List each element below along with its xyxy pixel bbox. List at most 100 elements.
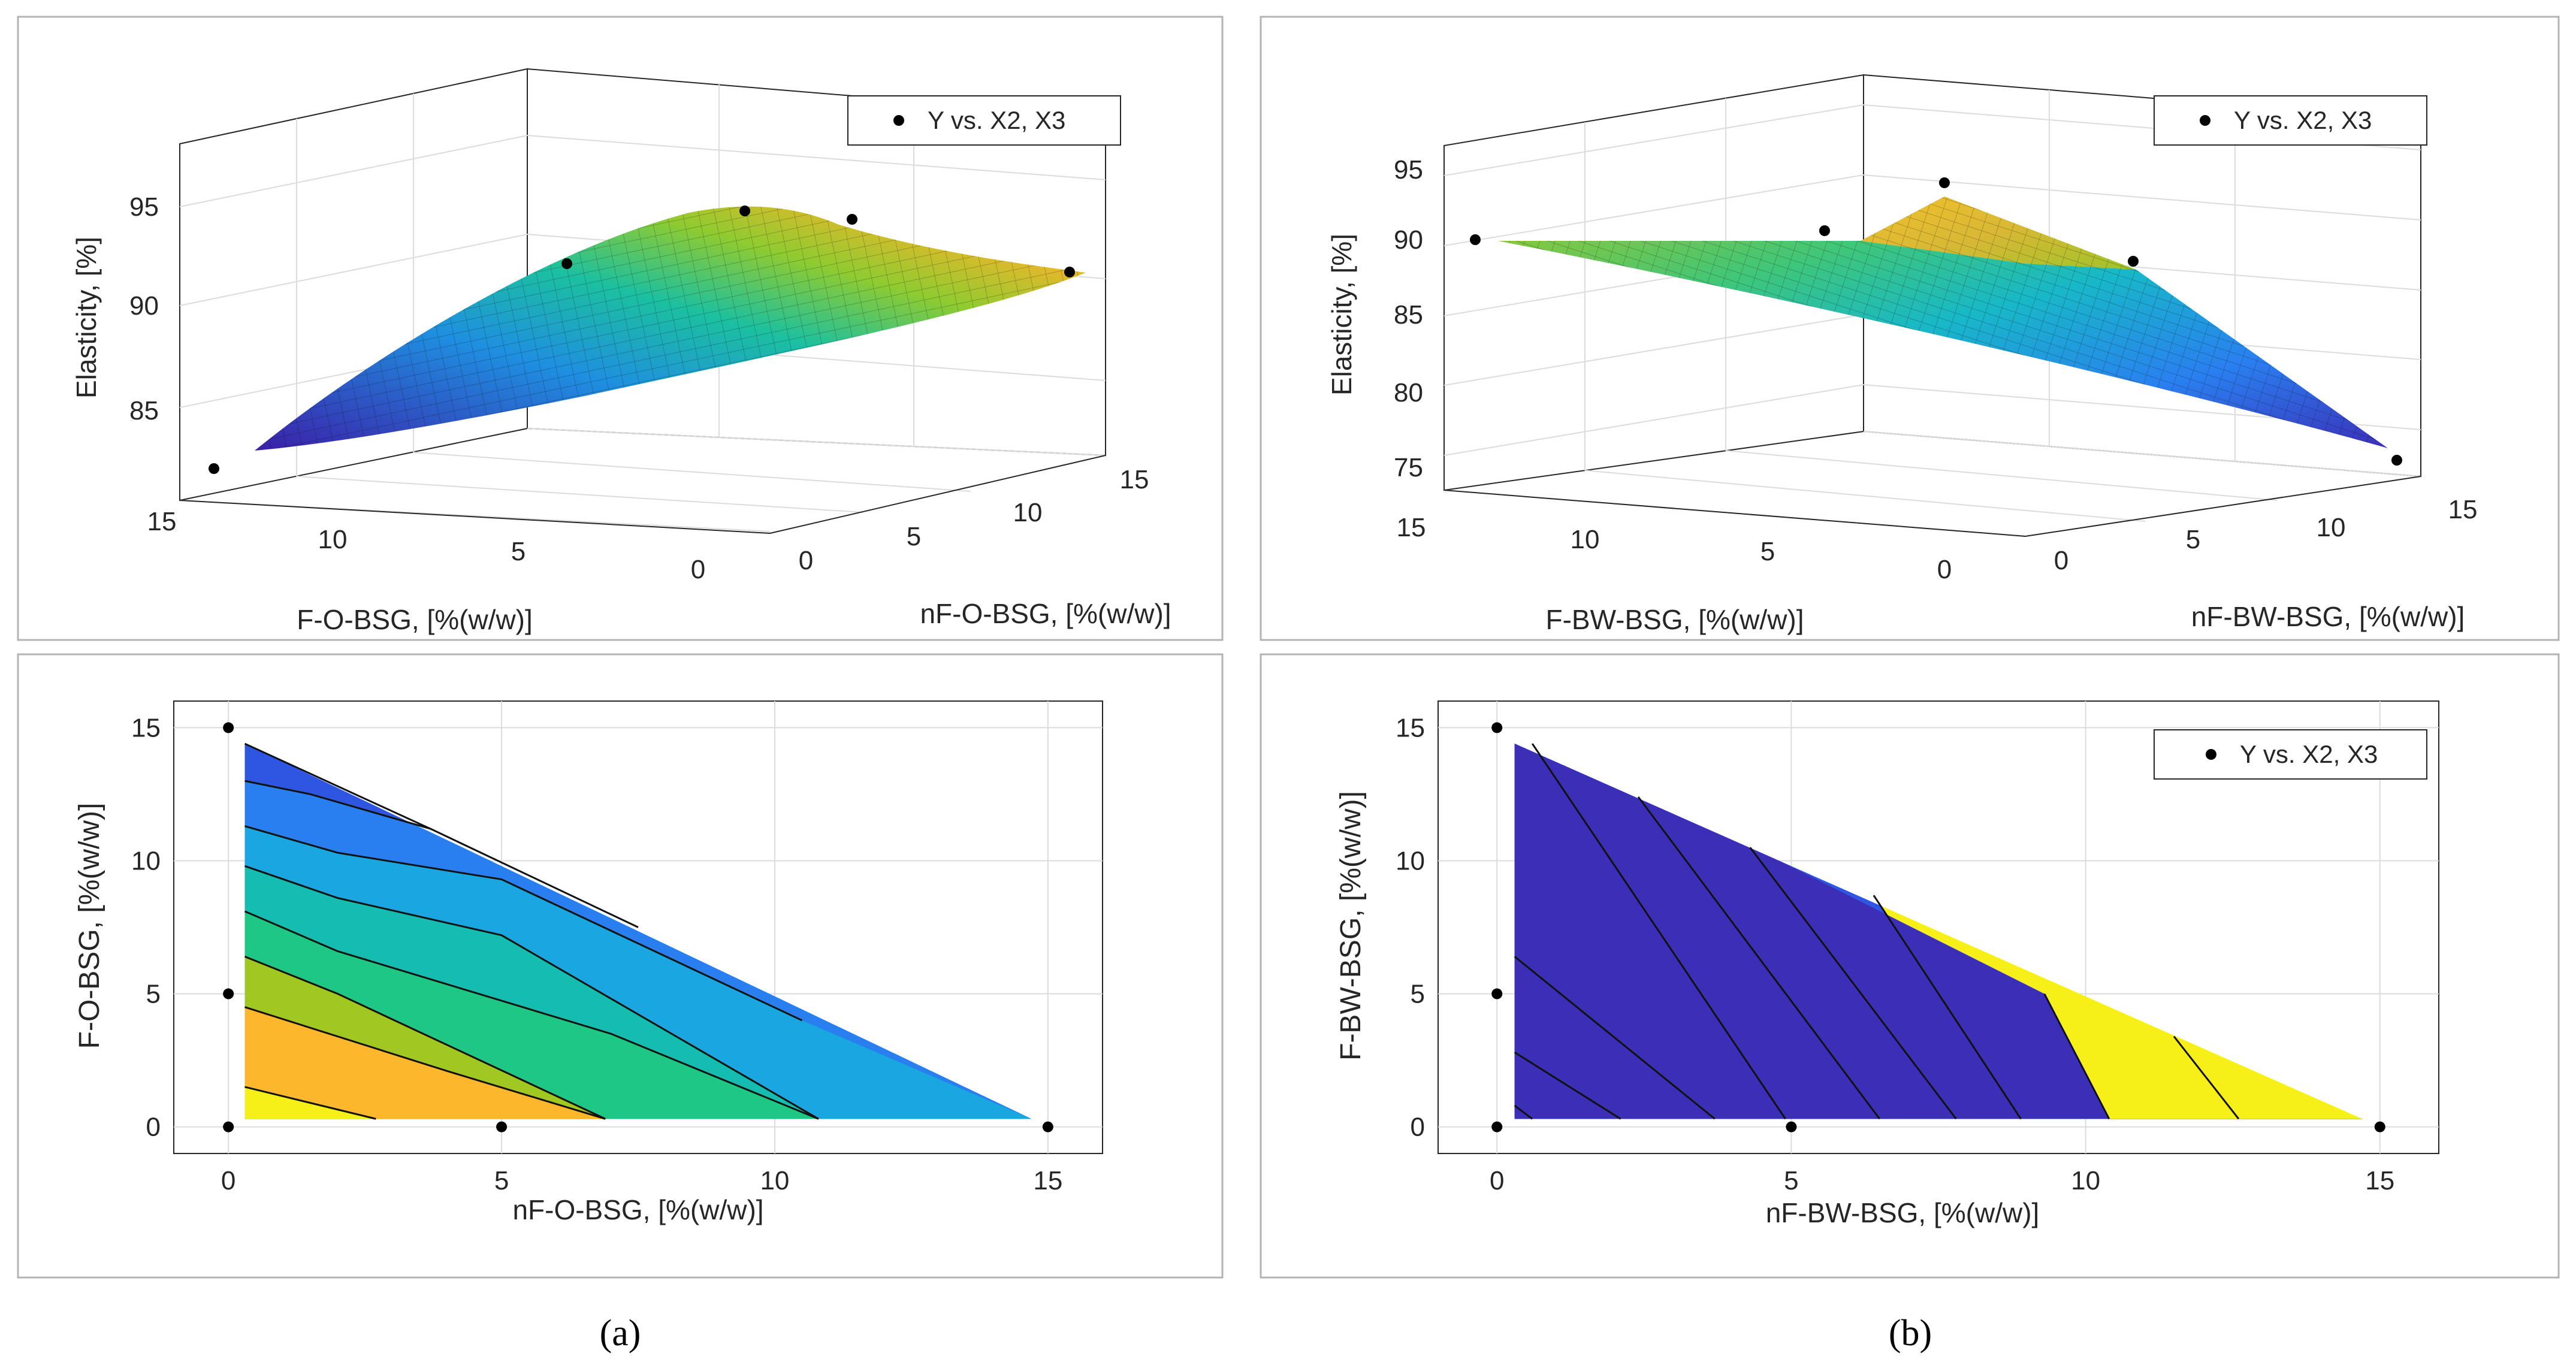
b2d-x-ticks: 0 5 10 15 — [1490, 1166, 2394, 1195]
a3d-point — [739, 206, 750, 216]
b2d-data-point — [1491, 722, 1503, 733]
b3d-legend-box — [2154, 95, 2427, 146]
b3d-ytick: 15 — [2448, 495, 2478, 524]
a2d-data-point — [223, 1121, 234, 1133]
b2d-y-ticks: 0 5 10 15 — [1396, 713, 1425, 1141]
a3d-legend-label: Y vs. X2, X3 — [928, 106, 1065, 134]
a2d-contour-line — [244, 1006, 606, 1120]
b2d-xtick: 15 — [2365, 1166, 2394, 1195]
a3d-xtick: 0 — [691, 555, 705, 584]
b2d-ytick: 0 — [1411, 1113, 1425, 1142]
a2d-contour-line — [244, 955, 606, 1120]
b3d-point — [1819, 225, 1830, 236]
a2d-data-point — [223, 722, 234, 733]
b3d-ytick: 5 — [2186, 525, 2200, 554]
a2d-data-point — [496, 1121, 508, 1133]
b3d-legend-marker — [2200, 115, 2210, 126]
a2d-x-ticks: 0 5 10 15 — [221, 1166, 1062, 1195]
b3d-xtick: 0 — [1937, 555, 1952, 584]
b3d-floor-front — [1443, 476, 2421, 537]
b2d-contour-lines — [1514, 743, 2240, 1120]
b3d-point — [2128, 256, 2139, 267]
b3d-ztick: 80 — [1394, 378, 1423, 407]
a3d-zlabel: Elasticity, [%] — [71, 237, 102, 398]
b3d-xtick: 10 — [1571, 525, 1600, 554]
a2d-data-points — [223, 722, 1053, 1133]
b2d-xlabel: nF-BW-BSG, [%(w/w)] — [1766, 1197, 2040, 1228]
a2d-data-point — [223, 988, 234, 999]
a3d-point — [1064, 267, 1075, 277]
b3d-point — [1470, 234, 1481, 245]
a3d-ytick: 0 — [799, 546, 813, 575]
b3d-zlabel: Elasticity, [%] — [1326, 234, 1357, 395]
b2d-contour-line — [1531, 743, 1786, 1120]
a2d-contour-region — [244, 1007, 1032, 1119]
a3d-point — [561, 258, 572, 269]
b2d-contour-line — [1873, 895, 2022, 1120]
a2d-contour-line — [244, 1086, 376, 1120]
b2d-ytick: 10 — [1396, 846, 1425, 875]
b2d-contour-region — [1514, 744, 2363, 1119]
b3d-ytick: 0 — [2054, 546, 2068, 575]
caption-b: (b) — [1889, 1313, 1932, 1354]
b3d-xtick: 5 — [1760, 537, 1775, 566]
b3d-surface-mesh — [1498, 197, 2388, 448]
a2d-ytick: 15 — [131, 713, 161, 742]
b2d-xtick: 10 — [2071, 1166, 2100, 1195]
a3d-legend-marker — [893, 115, 904, 126]
a2d-contour-line — [244, 910, 819, 1120]
a3d-floor-front — [179, 455, 1106, 534]
b2d-contour-line — [1637, 796, 1880, 1120]
a3d-surface-mesh — [255, 206, 1086, 451]
b3d-xlabel: F-BW-BSG, [%(w/w)] — [1545, 604, 1804, 635]
b2d-data-point — [1491, 1121, 1503, 1133]
a3d-ytick: 10 — [1013, 498, 1043, 527]
chart-a-bottom: 0 5 10 15 0 5 10 15 nF-O-BSG, [%(w/w)] F-O-BSG… — [74, 700, 1103, 1225]
b2d-legend-label: Y vs. X2, X3 — [2240, 740, 2378, 768]
a2d-xtick: 10 — [760, 1166, 789, 1195]
b3d-ytick: 10 — [2317, 513, 2346, 542]
b2d-contour-line — [2043, 993, 2110, 1119]
a2d-contour-line — [244, 742, 431, 830]
a2d-ylabel: F-O-BSG, [%(w/w)] — [74, 803, 105, 1049]
b2d-data-point — [2374, 1121, 2385, 1133]
a3d-point — [847, 214, 857, 225]
a2d-contour-line — [244, 780, 639, 928]
b2d-legend-marker — [2206, 749, 2216, 760]
a3d-xtick: 15 — [147, 507, 177, 536]
a2d-contour-line — [244, 865, 819, 1120]
a2d-contour-lines — [244, 742, 819, 1120]
b2d-xtick: 0 — [1490, 1166, 1504, 1195]
b3d-ylabel: nF-BW-BSG, [%(w/w)] — [2191, 601, 2465, 632]
b2d-data-point — [1491, 988, 1503, 999]
b3d-legend-label: Y vs. X2, X3 — [2234, 106, 2372, 134]
a3d-ytick: 15 — [1120, 465, 1149, 494]
b3d-ztick: 85 — [1394, 300, 1423, 330]
b2d-legend-box — [2154, 729, 2427, 780]
a3d-ylabel: nF-O-BSG, [%(w/w)] — [920, 598, 1171, 629]
b2d-ytick: 5 — [1411, 980, 1425, 1009]
a2d-xlabel: nF-O-BSG, [%(w/w)] — [512, 1194, 763, 1225]
b2d-contour-line — [1514, 1104, 1533, 1120]
a2d-contour-line — [244, 825, 803, 1022]
chart-a-top: 85 90 95 Elasticity, [%] 15 10 5 0 F-O-B… — [71, 68, 1171, 635]
b3d-ztick: 90 — [1394, 225, 1423, 255]
a2d-ytick: 5 — [146, 980, 161, 1009]
a2d-data-point — [1042, 1121, 1053, 1133]
a3d-ytick: 5 — [907, 522, 921, 551]
b3d-ztick: 75 — [1394, 453, 1423, 482]
a2d-xtick: 15 — [1033, 1166, 1062, 1195]
caption-a: (a) — [600, 1313, 641, 1354]
b2d-ytick: 15 — [1396, 713, 1425, 742]
b3d-xtick: 15 — [1397, 513, 1426, 542]
a3d-xtick: 10 — [318, 525, 348, 554]
b3d-point — [1939, 177, 1950, 188]
a2d-xtick: 0 — [221, 1166, 235, 1195]
a3d-ztick: 85 — [129, 396, 159, 425]
b2d-ylabel: F-BW-BSG, [%(w/w)] — [1335, 791, 1367, 1061]
b2d-contour-line — [1749, 847, 1957, 1120]
b2d-contour-fills — [1514, 744, 2363, 1119]
b3d-ztick: 95 — [1394, 155, 1423, 185]
a3d-xlabel: F-O-BSG, [%(w/w)] — [297, 604, 533, 635]
